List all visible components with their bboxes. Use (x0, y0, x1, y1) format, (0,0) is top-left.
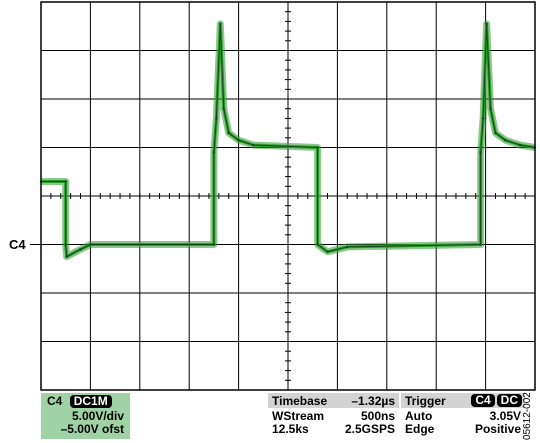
trace-point (215, 117, 218, 120)
trigger-type: Edge (405, 422, 435, 436)
sample-count: 12.5ks (272, 422, 309, 436)
figure-id: 05612-002 (522, 392, 533, 440)
trace-point (212, 243, 216, 246)
trace-point (227, 131, 230, 135)
channel-label: C4 (47, 394, 63, 408)
acquisition-mode: WStream (272, 409, 325, 423)
trace-point (252, 143, 255, 147)
trigger-level: 3.05V (489, 409, 521, 423)
trace-point (504, 139, 507, 142)
channel-offset: –5.00V ofst (60, 422, 124, 436)
timebase-panel[interactable]: Timebase –1.32µs WStream 500ns 12.5ks 2.… (268, 393, 399, 439)
plot-border (40, 1, 536, 391)
trace-point (65, 255, 68, 258)
waveform-traces (39, 20, 537, 261)
timebase-delay: –1.32µs (351, 394, 395, 408)
trace-point (222, 107, 225, 110)
trace-point (212, 151, 216, 154)
trace-point (494, 131, 497, 135)
trace-point (326, 250, 329, 253)
trace-point (316, 243, 319, 246)
trace-point (346, 245, 349, 249)
trace-point (79, 248, 82, 251)
channel-marker: C4 (9, 236, 26, 252)
trace-point (518, 143, 522, 147)
trigger-coupling-badge: DC (496, 394, 522, 407)
trace-point (485, 22, 488, 26)
trigger-label: Trigger (405, 394, 446, 408)
volts-per-div: 5.00V/div (71, 409, 124, 423)
trace-point (479, 151, 482, 154)
trace-point (219, 22, 222, 26)
trace-point (481, 117, 485, 120)
trace-point (64, 243, 67, 246)
time-per-div: 500ns (360, 409, 395, 423)
trace-point (316, 146, 319, 149)
timebase-label: Timebase (272, 394, 328, 408)
trigger-source-badge: C4 (471, 394, 495, 407)
trace-point (479, 243, 482, 246)
timebase-header-bar (268, 393, 399, 408)
trigger-panel[interactable]: Trigger C4 DC Auto 3.05V Edge Positive (401, 393, 525, 439)
trace-point (89, 243, 92, 246)
trace-point (237, 139, 240, 142)
coupling-badge: DC1M (69, 395, 112, 408)
graticule-grid (30, 1, 536, 391)
trace-point (64, 180, 67, 183)
trigger-slope: Positive (474, 422, 521, 436)
sample-rate: 2.5GSPS (344, 422, 395, 436)
trace-point (489, 107, 492, 110)
trigger-mode: Auto (405, 409, 433, 423)
channel-settings-panel[interactable]: C4 DC1M 5.00V/div –5.00V ofst (41, 393, 130, 439)
